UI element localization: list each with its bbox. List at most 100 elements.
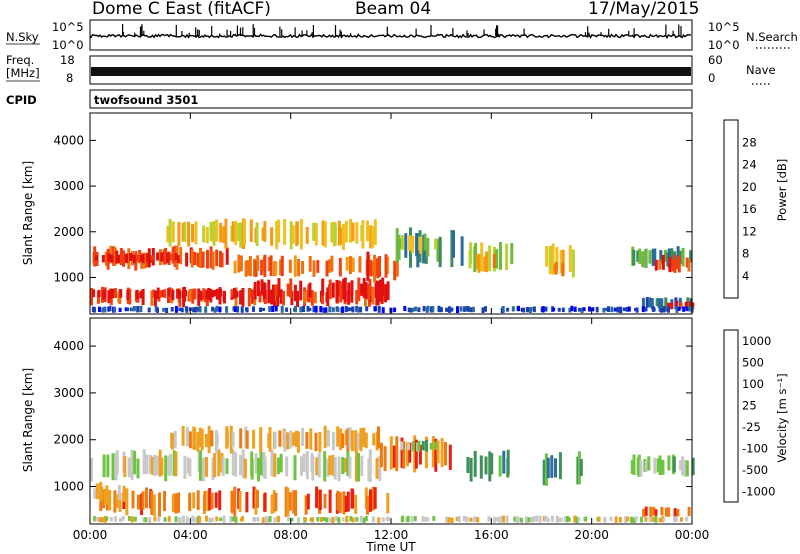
range-time-cell <box>660 307 664 313</box>
range-time-cell <box>328 306 332 313</box>
range-time-cell <box>102 489 106 509</box>
range-time-cell <box>578 307 581 312</box>
range-time-cell <box>408 442 412 463</box>
range-time-cell <box>337 280 341 297</box>
range-time-cell <box>163 289 167 299</box>
range-time-cell <box>283 429 287 452</box>
colorbar-tick-label: 25 <box>742 398 757 412</box>
range-time-cell <box>379 442 383 468</box>
range-time-cell <box>196 252 200 267</box>
range-time-cell <box>231 449 235 476</box>
range-time-cell <box>280 306 284 313</box>
range-time-cell <box>258 291 262 303</box>
range-time-cell <box>170 307 174 312</box>
nsky-left-top: 10^5 <box>52 20 84 34</box>
range-time-cell <box>108 490 112 511</box>
range-time-cell <box>625 307 629 312</box>
range-time-cell <box>174 253 178 261</box>
range-time-cell <box>135 289 139 300</box>
range-time-cell <box>474 242 478 270</box>
range-time-cell <box>188 492 192 512</box>
colorbar-frame <box>723 119 739 299</box>
range-time-cell <box>306 493 310 510</box>
range-time-cell <box>198 427 202 448</box>
range-time-cell <box>303 291 307 304</box>
range-time-cell <box>308 282 312 298</box>
range-time-cell <box>152 289 156 298</box>
range-time-cell <box>632 454 636 475</box>
range-time-cell <box>211 251 215 270</box>
range-time-cell <box>253 258 256 277</box>
range-time-cell <box>685 257 689 268</box>
range-time-cell <box>384 284 388 303</box>
range-time-cell <box>344 430 348 446</box>
range-time-cell <box>262 307 266 311</box>
range-time-cell <box>96 290 100 304</box>
range-time-cell <box>194 306 198 313</box>
range-time-cell <box>687 258 691 272</box>
range-time-cell <box>256 280 260 297</box>
range-time-cell <box>610 306 614 313</box>
range-time-cell <box>513 516 517 522</box>
range-time-cell <box>209 288 213 303</box>
range-time-cell <box>328 455 332 475</box>
range-time-cell <box>268 427 272 452</box>
range-time-cell <box>282 290 285 306</box>
range-time-cell <box>357 277 361 302</box>
range-time-cell <box>205 226 209 244</box>
range-time-cell <box>348 427 352 449</box>
range-time-cell <box>166 225 170 243</box>
range-time-cell <box>664 249 667 262</box>
range-time-cell <box>165 307 169 313</box>
range-time-cell <box>667 302 671 308</box>
range-time-cell <box>209 221 213 242</box>
range-time-cell <box>369 489 372 512</box>
y-tick-label: 2000 <box>53 225 84 239</box>
range-time-cell <box>659 250 663 264</box>
range-time-cell <box>98 306 101 312</box>
range-time-cell <box>341 517 345 522</box>
range-time-cell <box>202 225 206 243</box>
date-label: 17/May/2015 <box>588 0 700 19</box>
range-time-cell <box>132 306 136 312</box>
range-time-cell <box>318 431 322 453</box>
range-time-cell <box>125 253 129 263</box>
range-time-cell <box>373 487 377 509</box>
range-time-cell <box>351 489 355 509</box>
range-time-cell <box>283 219 287 245</box>
range-time-cell <box>160 252 164 262</box>
range-time-cell <box>284 486 288 517</box>
range-time-cell <box>231 432 235 448</box>
range-time-cell <box>177 492 180 513</box>
range-time-cell <box>365 306 369 312</box>
range-time-cell <box>624 516 628 523</box>
range-time-cell <box>330 255 334 272</box>
range-time-cell <box>318 489 322 511</box>
range-time-cell <box>209 246 213 269</box>
range-time-cell <box>673 508 677 518</box>
range-time-cell <box>397 234 401 261</box>
range-time-cell <box>243 219 246 246</box>
range-time-cell <box>145 454 149 474</box>
range-time-cell <box>580 307 584 313</box>
range-time-cell <box>644 248 648 269</box>
range-time-cell <box>474 516 478 522</box>
range-time-cell <box>285 307 289 312</box>
range-time-cell <box>156 252 160 261</box>
range-time-cell <box>256 516 260 522</box>
range-time-cell <box>208 517 212 523</box>
range-time-cell <box>400 441 404 450</box>
range-time-cell <box>417 440 421 452</box>
range-time-cell <box>550 515 554 522</box>
range-time-cell <box>192 307 196 313</box>
range-time-cell <box>323 493 327 509</box>
range-time-cell <box>223 291 226 304</box>
range-time-cell <box>276 292 280 307</box>
power-colorbar: 4 8 12 16 20 24 28 <box>723 119 757 299</box>
range-time-cell <box>314 432 318 452</box>
range-time-cell <box>510 243 514 265</box>
range-time-cell <box>217 449 221 477</box>
beam-label: Beam 04 <box>355 0 431 19</box>
range-time-cell <box>665 307 668 312</box>
x-axis-label: Time UT <box>365 540 416 554</box>
